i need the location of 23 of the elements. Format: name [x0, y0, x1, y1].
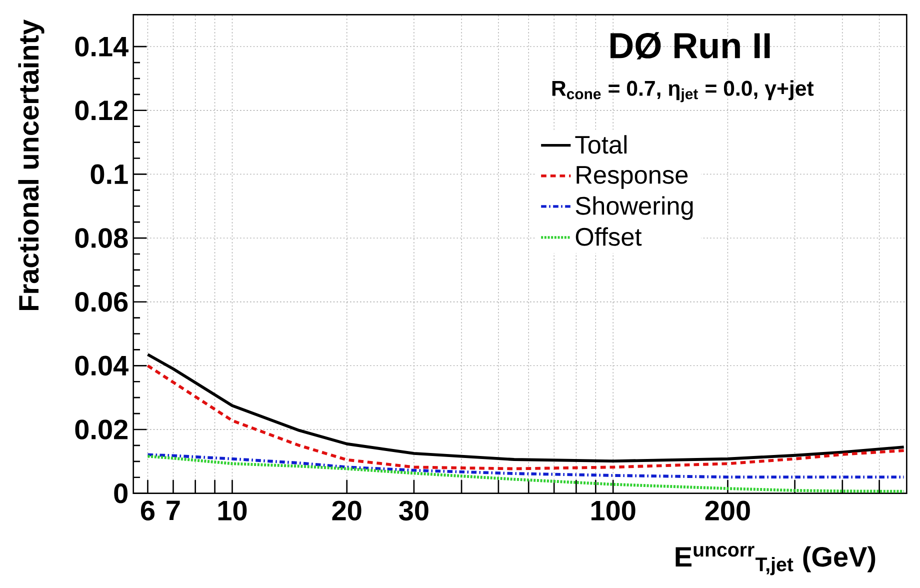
y-tick-label: 0.04	[75, 356, 128, 376]
y-tick-label: 0.12	[75, 100, 128, 120]
x-tick-label: 20	[332, 500, 362, 521]
y-tick-label: 0.06	[75, 292, 128, 312]
x-tick-label: 6	[140, 500, 155, 521]
legend-label: Response	[576, 166, 688, 189]
x-tick-label: 200	[705, 500, 750, 521]
x-tick-label: 7	[166, 500, 180, 520]
x-tick-label: 100	[591, 500, 636, 521]
y-tick-label: 0.02	[75, 420, 128, 440]
legend-label: Total	[575, 135, 627, 154]
chart-title: DØ Run II	[610, 32, 770, 60]
legend-label: Showering	[576, 196, 693, 220]
text: R$_{cone}$ = 0.7, η$_{jet}$ = 0.0, γ+jet	[552, 80, 814, 102]
y-tick-label: 0.1	[90, 164, 128, 184]
x-tick-label: 30	[399, 500, 428, 521]
x-axis-title: E$^{uncorr}$$_{T,jet}$ (GeV)	[676, 546, 876, 576]
y-tick-label: 0.08	[75, 228, 128, 248]
y-tick-label: 0	[114, 483, 128, 504]
y-axis-title: Fractional uncertainty	[18, 20, 44, 310]
x-tick-label: 10	[218, 500, 247, 521]
y-tick-label: 0.14	[75, 36, 128, 56]
legend-label: Offset	[576, 227, 642, 246]
